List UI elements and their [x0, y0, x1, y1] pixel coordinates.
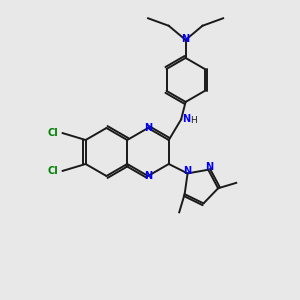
Text: N: N	[182, 114, 190, 124]
Text: Cl: Cl	[48, 128, 59, 138]
Text: N: N	[144, 123, 152, 133]
Text: H: H	[190, 116, 197, 125]
Text: N: N	[182, 34, 190, 44]
Text: Cl: Cl	[48, 166, 59, 176]
Text: N: N	[144, 171, 152, 181]
Text: N: N	[205, 162, 213, 172]
Text: N: N	[184, 167, 192, 176]
